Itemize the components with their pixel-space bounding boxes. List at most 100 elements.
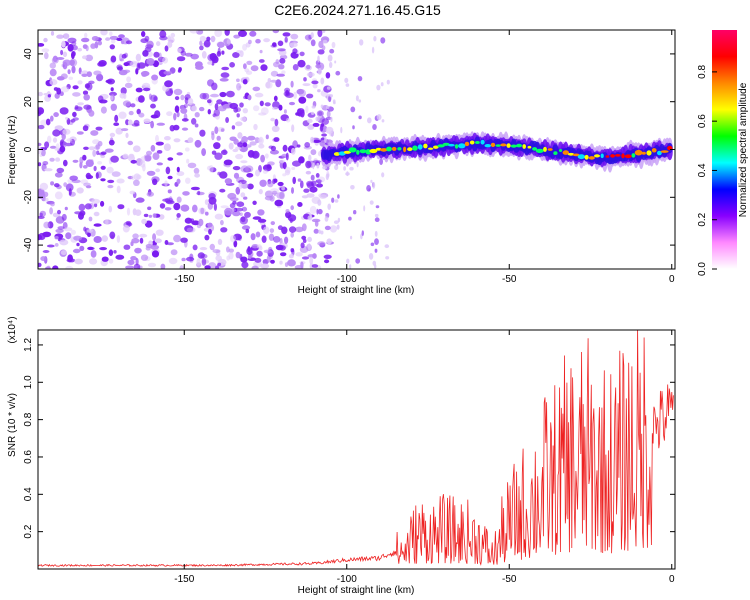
noise-blob (356, 161, 359, 168)
noise-blob (146, 150, 152, 156)
noise-blob (64, 206, 68, 211)
noise-blob (131, 175, 135, 181)
noise-blob (224, 178, 233, 185)
noise-blob (210, 35, 216, 43)
noise-blob (240, 160, 248, 164)
noise-blob (191, 118, 197, 125)
noise-blob (54, 125, 64, 131)
noise-blob (249, 141, 257, 146)
noise-blob (100, 200, 105, 207)
noise-blob (86, 229, 94, 233)
noise-blob (163, 143, 171, 151)
noise-blob (270, 221, 275, 226)
noise-blob (331, 197, 335, 203)
noise-blob (247, 135, 256, 141)
noise-blob (135, 258, 139, 266)
noise-blob (263, 38, 270, 43)
noise-blob (311, 111, 315, 115)
noise-blob (207, 99, 212, 104)
noise-blob (97, 61, 106, 67)
noise-blob (66, 138, 73, 142)
noise-blob (318, 111, 323, 117)
noise-blob (277, 181, 284, 187)
noise-blob (91, 198, 100, 204)
noise-blob (335, 70, 341, 76)
noise-blob (211, 82, 218, 91)
noise-blob (61, 132, 66, 141)
noise-blob (120, 40, 125, 45)
noise-blob (185, 177, 191, 184)
noise-blob (219, 78, 229, 82)
noise-blob (46, 244, 55, 248)
noise-blob (256, 244, 262, 249)
noise-blob (297, 178, 302, 182)
noise-blob (270, 70, 279, 77)
noise-blob (231, 125, 236, 130)
noise-blob (180, 50, 186, 56)
noise-blob (226, 255, 231, 261)
snr-panel: -150 -100 -50 0 0.2 0.4 0.6 0.8 1.0 1.2 Height of… (7, 316, 676, 596)
noise-blob (284, 236, 289, 244)
noise-blob (367, 117, 372, 124)
noise-blob (90, 43, 96, 49)
noise-blob (281, 186, 285, 191)
noise-blob (384, 244, 390, 249)
noise-blob (65, 265, 74, 269)
noise-blob (122, 69, 131, 74)
noise-blob (115, 254, 125, 260)
noise-blob (52, 129, 61, 137)
noise-blob (41, 148, 46, 157)
noise-blob (88, 146, 95, 151)
noise-blob (176, 171, 185, 177)
noise-blob (54, 191, 63, 200)
noise-blob (306, 72, 315, 77)
noise-blob (169, 125, 175, 132)
noise-blob (174, 96, 180, 101)
noise-blob (214, 30, 223, 37)
noise-blob (105, 37, 111, 41)
noise-blob (287, 259, 296, 267)
noise-blob (54, 183, 60, 188)
noise-blob (129, 190, 136, 195)
noise-blob (349, 166, 354, 171)
noise-blob (199, 35, 207, 42)
noise-blob (329, 48, 335, 54)
noise-blob (108, 249, 114, 256)
noise-blob (150, 94, 158, 103)
noise-blob (385, 256, 390, 260)
noise-blob (220, 219, 224, 226)
noise-blob (194, 173, 201, 178)
noise-blob (243, 196, 248, 200)
noise-blob (238, 30, 247, 37)
noise-blob (330, 116, 333, 123)
noise-blob (184, 147, 190, 152)
noise-blob (50, 181, 55, 186)
signal-peak (624, 154, 632, 159)
noise-blob (315, 116, 320, 122)
noise-blob (146, 170, 156, 176)
noise-blob (56, 34, 64, 39)
noise-blob (190, 53, 199, 60)
noise-blob (39, 212, 43, 217)
noise-blob (223, 159, 233, 166)
noise-blob (84, 83, 90, 89)
noise-blob (105, 219, 109, 225)
noise-blob (125, 265, 135, 269)
noise-blob (317, 208, 323, 215)
noise-blob (176, 196, 182, 203)
noise-blob (220, 205, 229, 209)
noise-blob (279, 159, 285, 163)
noise-blob (320, 77, 325, 85)
noise-blob (96, 73, 104, 82)
noise-blob (374, 213, 379, 218)
noise-blob (143, 118, 151, 124)
noise-blob (63, 159, 68, 167)
y-tick-label: 1.0 (23, 375, 34, 389)
noise-blob (192, 244, 198, 251)
noise-blob (291, 147, 296, 155)
noise-blob (62, 59, 72, 66)
noise-blob (317, 55, 320, 63)
noise-blob (164, 136, 171, 141)
noise-blob (159, 203, 166, 209)
noise-blob (326, 105, 330, 110)
